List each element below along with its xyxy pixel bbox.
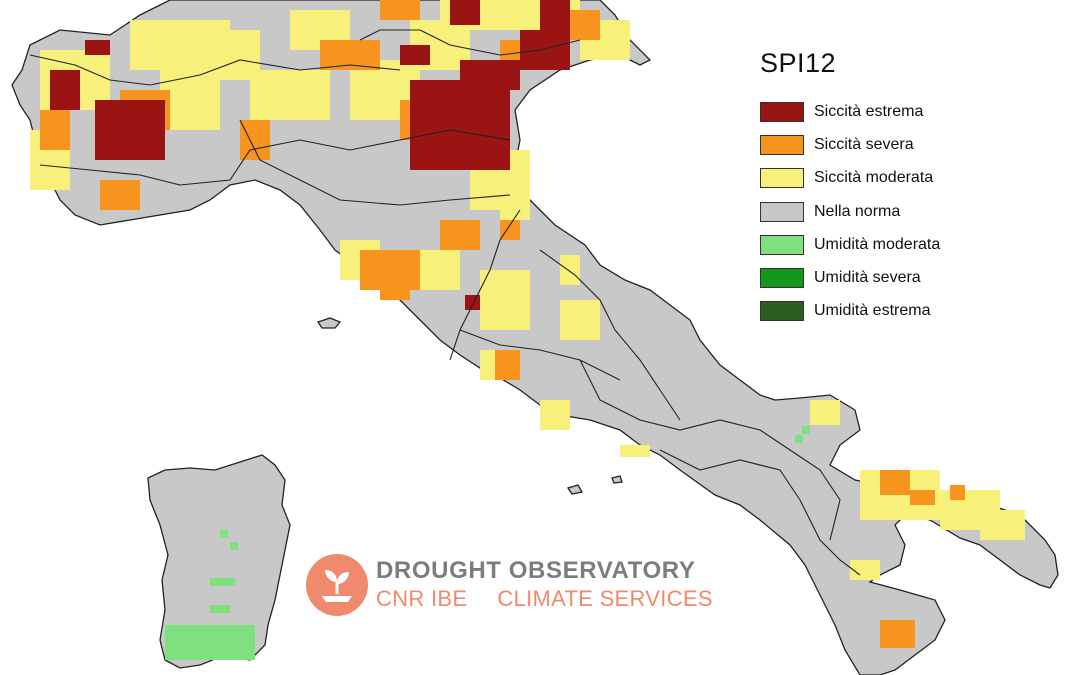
watermark-subtitle: CNR IBE CLIMATE SERVICES xyxy=(376,585,713,613)
drought-observatory-watermark: DROUGHT OBSERVATORY CNR IBE CLIMATE SERV… xyxy=(306,554,713,616)
legend-label: Umidità moderata xyxy=(814,235,941,253)
sardinia xyxy=(147,454,291,669)
legend-swatch-moderate-humidity xyxy=(760,234,804,255)
legend-label: Umidità estrema xyxy=(814,302,931,320)
region-borders xyxy=(29,29,861,576)
legend-swatch-severe-drought xyxy=(760,134,804,155)
legend-title: SPI12 xyxy=(760,48,837,78)
legend-item: Umidità moderata xyxy=(760,228,1060,261)
legend-swatch-extreme-humidity xyxy=(760,301,804,322)
legend-item: Siccità moderata xyxy=(760,162,1060,195)
plant-logo-icon xyxy=(306,554,368,616)
drought-cells xyxy=(30,0,1025,660)
legend-label: Siccità estrema xyxy=(814,102,924,120)
legend-swatch-extreme-drought xyxy=(760,101,804,122)
watermark-title: DROUGHT OBSERVATORY xyxy=(376,557,696,584)
elba-island xyxy=(316,317,342,329)
legend-label: Nella norma xyxy=(814,202,901,220)
watermark-org: CNR IBE xyxy=(376,586,468,611)
legend-label: Siccità severa xyxy=(814,135,914,153)
ischia-island xyxy=(566,484,584,495)
legend-item: Nella norma xyxy=(760,195,1060,228)
legend-item: Siccità estrema xyxy=(760,95,1060,128)
watermark-service: CLIMATE SERVICES xyxy=(497,586,713,611)
legend-item: Siccità severa xyxy=(760,128,1060,161)
legend-swatch-severe-humidity xyxy=(760,268,804,289)
legend-label: Umidità severa xyxy=(814,269,921,287)
map-legend: SPI12 Siccità estrema Siccità severa Sic… xyxy=(760,48,1060,328)
legend-swatch-normal xyxy=(760,201,804,222)
legend-item: Umidità severa xyxy=(760,261,1060,294)
legend-swatch-moderate-drought xyxy=(760,168,804,189)
legend-item: Umidità estrema xyxy=(760,295,1060,328)
legend-label: Siccità moderata xyxy=(814,169,934,187)
capri-island xyxy=(611,475,623,484)
